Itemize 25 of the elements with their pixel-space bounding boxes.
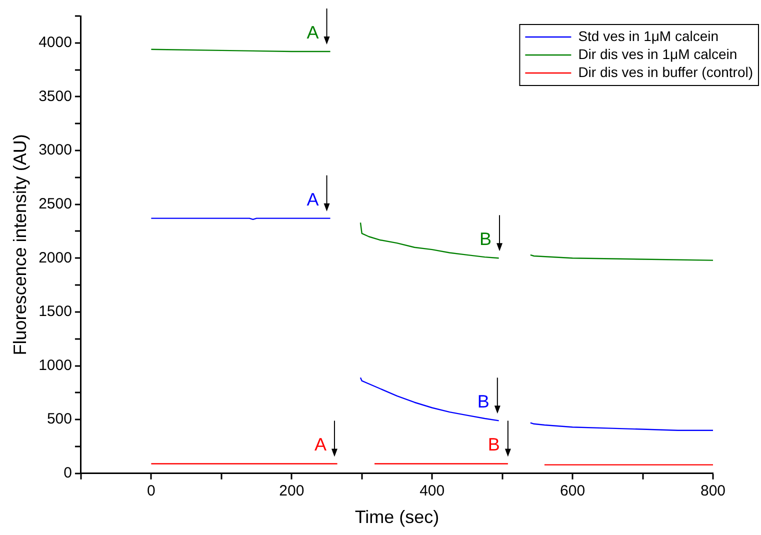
annotation: A: [306, 189, 319, 210]
y-tick-label: 2500: [38, 195, 72, 212]
y-tick-label: 2000: [38, 249, 72, 266]
annotation: B: [488, 434, 500, 455]
y-tick-label: 3000: [38, 142, 72, 159]
x-tick-label: 0: [147, 482, 156, 500]
y-tick-label: 1500: [38, 303, 72, 320]
annotation: B: [480, 229, 492, 250]
y-axis-title: Fluorescence intensity (AU): [10, 134, 30, 356]
legend-label: Dir dis ves in 1μM calcein: [578, 46, 738, 62]
x-tick-label: 400: [420, 482, 445, 500]
x-tick-label: 800: [700, 482, 726, 500]
y-tick-label: 4000: [38, 34, 72, 52]
x-tick-label: 600: [560, 482, 586, 500]
legend-label: Dir dis ves in buffer (control): [578, 64, 754, 80]
y-tick-label: 3500: [38, 88, 72, 105]
legend-label: Std ves in 1μM calcein: [578, 28, 719, 44]
y-tick-label: 0: [64, 464, 72, 482]
annotation: A: [314, 434, 326, 455]
annotation: B: [477, 392, 490, 412]
y-tick-label: 1000: [38, 356, 72, 374]
y-tick-label: 500: [46, 410, 72, 428]
annotation: A: [306, 22, 319, 43]
x-axis-title: Time (sec): [354, 507, 440, 528]
x-tick-label: 200: [279, 482, 304, 500]
